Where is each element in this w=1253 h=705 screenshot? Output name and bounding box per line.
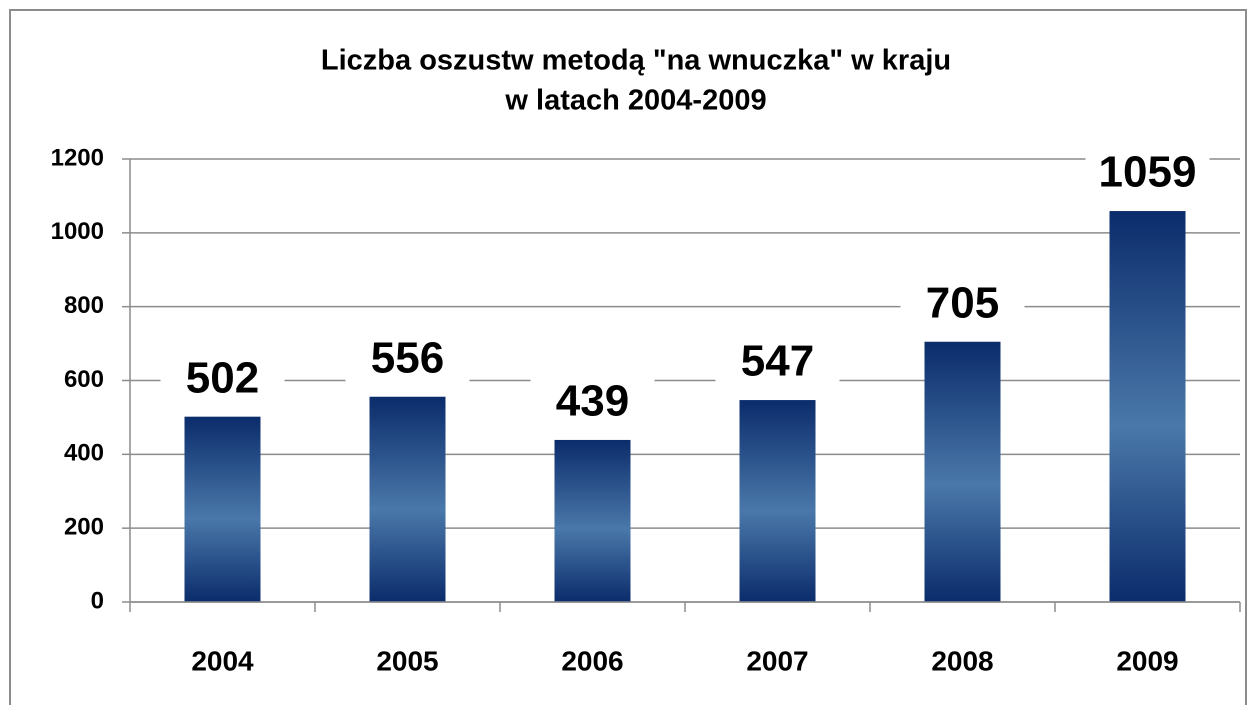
data-label: 705 (926, 278, 999, 327)
x-tick-label: 2007 (746, 645, 808, 676)
y-tick-label: 600 (64, 366, 104, 393)
data-label-bg (1085, 149, 1210, 202)
y-tick-label: 800 (64, 292, 104, 319)
data-label: 547 (741, 337, 814, 386)
chart-title: Liczba oszustw metodą "na wnuczka" w kra… (321, 45, 951, 77)
chart-title: w latach 2004-2009 (504, 85, 766, 117)
bar (554, 439, 631, 602)
y-tick-label: 400 (64, 440, 104, 467)
bar (184, 416, 261, 602)
bar (924, 341, 1001, 602)
y-tick-label: 200 (64, 514, 104, 541)
x-tick-label: 2009 (1116, 645, 1178, 676)
y-tick-label: 1000 (51, 218, 104, 245)
bar (369, 396, 446, 602)
data-label-bg (530, 377, 655, 430)
x-tick-label: 2004 (191, 645, 254, 676)
bar (739, 400, 816, 602)
data-label: 439 (556, 377, 629, 426)
y-tick-label: 0 (91, 587, 104, 614)
data-label: 502 (186, 353, 259, 402)
x-tick-label: 2008 (931, 645, 993, 676)
data-label: 556 (371, 333, 444, 382)
x-tick-label: 2005 (376, 645, 438, 676)
bar (1109, 211, 1186, 603)
data-label-bg (160, 354, 285, 407)
data-label-bg (715, 338, 840, 391)
y-tick-label: 1200 (51, 144, 104, 171)
data-label-bg (345, 334, 470, 387)
x-tick-label: 2006 (561, 645, 623, 676)
data-label: 1059 (1099, 148, 1197, 197)
data-label-bg (900, 279, 1025, 332)
